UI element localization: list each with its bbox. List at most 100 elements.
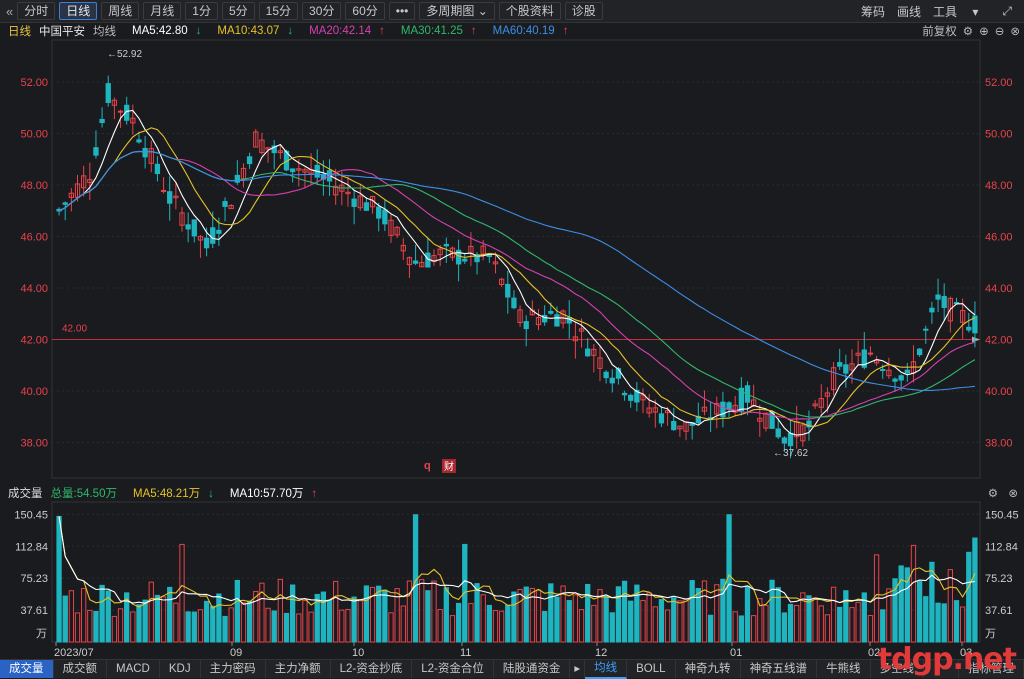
arrow-up-icon: ↑ xyxy=(379,25,385,37)
multi-period-dropdown[interactable]: 多周期图 ⌄ xyxy=(419,2,495,20)
tab-macd[interactable]: MACD xyxy=(107,660,160,678)
volume-bar xyxy=(560,585,566,643)
tab-long-short[interactable]: 多空线 xyxy=(871,660,925,678)
volume-bar xyxy=(615,586,622,643)
avg-label[interactable]: 均线 xyxy=(93,26,116,38)
zoom-in-icon[interactable]: ⊕ xyxy=(979,26,989,38)
period-fenshi[interactable]: 分时 xyxy=(17,2,56,20)
candle-body xyxy=(130,117,136,124)
price-tick-left: 52.00 xyxy=(20,77,48,89)
stock-profile-button[interactable]: 个股资料 xyxy=(498,2,561,20)
volume-bar xyxy=(904,567,910,643)
candle-body xyxy=(886,369,892,377)
candle-body xyxy=(578,328,585,332)
period-60min[interactable]: 60分 xyxy=(345,2,385,20)
candle-body xyxy=(400,244,406,252)
close-icon[interactable]: ⊗ xyxy=(1010,26,1020,38)
volume-bar xyxy=(357,600,363,643)
price-tick-right: 40.00 xyxy=(985,386,1013,398)
diagnose-button[interactable]: 诊股 xyxy=(564,2,603,20)
volume-tick-right: 75.23 xyxy=(985,573,1013,585)
double-chevron-left-icon[interactable]: « xyxy=(6,3,14,19)
candle-body xyxy=(824,392,831,397)
volume-bar xyxy=(210,605,216,643)
volume-label: 成交量 xyxy=(8,488,43,500)
gear-icon[interactable]: ⚙ xyxy=(962,26,974,38)
volume-bar xyxy=(160,596,167,643)
ma10-value: MA10:43.07 ↓ xyxy=(209,25,293,37)
volume-close-icon[interactable]: ⊗ xyxy=(1008,488,1018,500)
indicator-tabs: 成交量 成交额 MACD KDJ 主力密码 主力净额 L2-资金抄底 L2-资金… xyxy=(0,659,1024,679)
chips-button[interactable]: 筹码 xyxy=(860,4,885,19)
more-button[interactable]: ••• xyxy=(388,2,416,20)
restore-button[interactable]: 前复权 xyxy=(922,26,957,38)
volume-bar xyxy=(935,602,941,643)
candle-body xyxy=(830,367,837,391)
period-5min[interactable]: 5分 xyxy=(221,2,255,20)
candle-body xyxy=(271,145,277,154)
tools-button[interactable]: 工具 ▾ xyxy=(933,3,990,20)
period-day[interactable]: 日线 xyxy=(59,2,98,20)
tab-l2-merge[interactable]: L2-资金合位 xyxy=(412,660,494,678)
tab-td9[interactable]: 神奇九转 xyxy=(676,660,741,678)
volume-bar xyxy=(529,587,536,643)
zoom-out-icon[interactable]: ⊖ xyxy=(994,26,1005,38)
candle-body xyxy=(259,139,265,154)
volume-settings-icon[interactable]: ⚙ xyxy=(987,488,998,500)
volume-bar xyxy=(701,580,708,643)
volume-bar xyxy=(62,595,68,643)
volume-tick-left: 75.23 xyxy=(20,573,48,585)
volume-bar xyxy=(775,587,781,643)
tab-kdj[interactable]: KDJ xyxy=(160,660,201,678)
tab-arrow[interactable]: ▸ xyxy=(570,660,586,678)
x-axis-label: 10 xyxy=(352,647,364,659)
period-30min[interactable]: 30分 xyxy=(302,2,342,20)
volume-bar xyxy=(646,592,652,643)
arrow-up-icon: ↑ xyxy=(311,488,318,500)
fullscreen-icon[interactable]: ⤢ xyxy=(1002,3,1012,18)
tab-turnover[interactable]: 成交额 xyxy=(54,660,107,678)
candle-body xyxy=(818,398,824,408)
period-1min[interactable]: 1分 xyxy=(185,2,218,20)
ma30-text: MA30:41.25 xyxy=(400,25,463,37)
volume-bar xyxy=(124,592,130,643)
tab-five-lines[interactable]: 神奇五线谱 xyxy=(741,660,818,678)
tab-boll[interactable]: BOLL xyxy=(627,660,676,678)
tab-volume[interactable]: 成交量 xyxy=(0,660,54,678)
volume-bar xyxy=(972,537,978,643)
tab-l2-bottom[interactable]: L2-资金抄底 xyxy=(331,660,413,678)
volume-bar xyxy=(130,611,136,643)
volume-bar xyxy=(173,602,179,643)
price-tick-right: 52.00 xyxy=(985,77,1013,89)
candle-body xyxy=(388,219,394,236)
volume-bar xyxy=(658,599,665,643)
tab-hk-connect[interactable]: 陆股通资金 xyxy=(494,660,571,678)
volume-bar xyxy=(566,600,572,643)
volume-unit-left: 万 xyxy=(36,627,47,640)
volume-bar xyxy=(726,514,732,643)
volume-bar xyxy=(462,543,468,643)
volume-bar xyxy=(535,589,542,643)
tab-main-net[interactable]: 主力净额 xyxy=(266,660,331,678)
period-month[interactable]: 月线 xyxy=(143,2,182,20)
draw-line-button[interactable]: 画线 xyxy=(896,4,921,19)
volume-bar xyxy=(941,603,947,643)
period-week[interactable]: 周线 xyxy=(101,2,140,20)
volume-bar xyxy=(800,592,806,643)
volume-bar xyxy=(136,604,142,643)
tab-ma[interactable]: 均线 xyxy=(585,659,628,679)
volume-bar xyxy=(142,599,148,643)
candle-body xyxy=(246,156,253,165)
tab-bull-bear[interactable]: 牛熊线 xyxy=(817,660,871,678)
volume-bar xyxy=(486,604,492,643)
volume-bar xyxy=(308,611,314,643)
candle-body xyxy=(302,169,308,173)
x-axis-label: 02 xyxy=(868,647,880,659)
volume-tick-right: 37.61 xyxy=(985,605,1013,617)
candle-body xyxy=(351,198,357,207)
volume-bar xyxy=(425,590,431,643)
period-15min[interactable]: 15分 xyxy=(258,2,299,20)
price-tick-right: 50.00 xyxy=(985,129,1013,141)
tab-main-code[interactable]: 主力密码 xyxy=(201,660,266,678)
